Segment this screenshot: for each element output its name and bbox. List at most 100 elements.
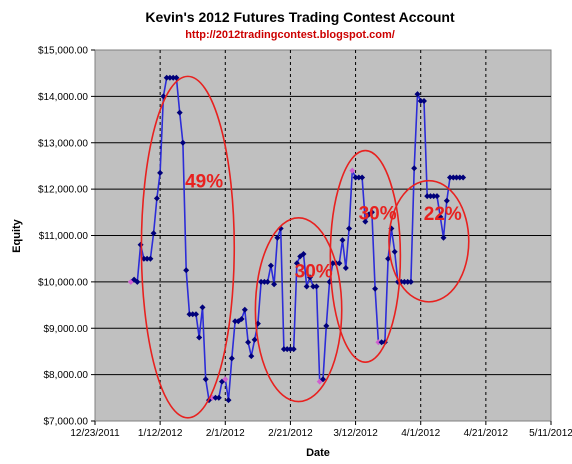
- chart-title: Kevin's 2012 Futures Trading Contest Acc…: [145, 9, 455, 25]
- data-point: [355, 174, 362, 181]
- data-point: [456, 174, 463, 181]
- y-axis-label: Equity: [11, 218, 23, 252]
- data-point: [284, 346, 291, 353]
- data-point: [411, 165, 418, 172]
- data-point: [225, 397, 232, 404]
- data-point: [368, 209, 375, 216]
- data-point: [440, 234, 447, 241]
- data-point: [460, 174, 467, 181]
- data-point: [189, 311, 196, 318]
- data-point: [414, 91, 421, 98]
- data-point: [186, 311, 193, 318]
- grid-lines: [95, 50, 551, 421]
- y-axis-ticks: $7,000.00 $8,000.00 $9,000.00 $10,000.00 $11…: [38, 46, 95, 428]
- highlight-point: [349, 167, 356, 174]
- data-point: [238, 316, 245, 322]
- x-tick-label: 5/11/2012: [529, 428, 572, 439]
- x-tick-label: 2/1/2012: [206, 428, 245, 439]
- data-point: [202, 376, 209, 383]
- data-point: [140, 255, 147, 262]
- data-point: [346, 225, 353, 232]
- x-tick-label: 1/12/2012: [138, 428, 183, 439]
- data-point: [212, 394, 219, 401]
- data-point: [434, 193, 440, 200]
- y-tick-label: $14,000.00: [38, 92, 88, 103]
- data-point: [176, 109, 183, 116]
- chart-subtitle: http://2012tradingcontest.blogspot.com/: [185, 29, 395, 41]
- x-tick-label: 3/12/2012: [333, 428, 378, 439]
- data-point: [329, 260, 336, 267]
- data-point: [170, 74, 177, 81]
- data-point: [453, 174, 460, 181]
- data-point: [342, 265, 349, 271]
- annotation-ellipse: [140, 75, 236, 419]
- data-point: [391, 248, 398, 255]
- y-tick-label: $8,000.00: [44, 370, 89, 381]
- data-point: [303, 283, 310, 290]
- annotation-label: 22%: [424, 204, 462, 225]
- data-point: [404, 278, 411, 285]
- data-point: [424, 193, 431, 200]
- data-point: [274, 234, 281, 241]
- data-point: [144, 255, 151, 262]
- data-point: [248, 353, 255, 360]
- data-point: [417, 98, 424, 104]
- data-point: [407, 278, 414, 285]
- data-point: [241, 306, 248, 313]
- data-point: [443, 197, 450, 204]
- annotations: 49% 30% 30% 22%: [140, 75, 470, 419]
- x-tick-label: 12/23/2011: [70, 428, 120, 439]
- highlight-point: [222, 376, 229, 383]
- data-point: [258, 278, 265, 285]
- equity-series: [127, 74, 467, 404]
- data-point: [261, 278, 268, 285]
- data-point: [339, 237, 346, 244]
- annotation-ellipse: [254, 217, 343, 403]
- data-point: [450, 174, 457, 181]
- y-tick-label: $7,000.00: [44, 417, 89, 428]
- y-tick-label: $15,000.00: [38, 46, 88, 57]
- y-tick-label: $9,000.00: [44, 324, 89, 335]
- data-point: [320, 376, 326, 383]
- x-axis-label: Date: [306, 447, 330, 459]
- x-axis-ticks: 12/23/2011 1/12/2012 2/1/2012 2/21/2012 3/12…: [70, 421, 572, 439]
- data-point: [264, 278, 271, 285]
- data-point: [166, 74, 173, 81]
- data-point: [437, 213, 444, 220]
- data-point: [150, 230, 157, 237]
- data-point: [193, 311, 199, 318]
- highlight-point: [375, 339, 382, 346]
- data-point: [378, 339, 385, 346]
- data-point: [362, 218, 369, 225]
- data-point: [232, 318, 239, 325]
- annotation-label: 49%: [185, 171, 223, 192]
- y-tick-label: $12,000.00: [38, 185, 88, 196]
- data-point: [196, 334, 203, 341]
- x-tick-label: 4/21/2012: [464, 428, 509, 439]
- data-point: [287, 346, 294, 353]
- data-point: [293, 260, 300, 267]
- data-point: [157, 169, 164, 176]
- data-point: [179, 139, 186, 146]
- data-point: [352, 174, 359, 181]
- annotation-ellipse: [388, 179, 470, 303]
- annotation-label: 30%: [359, 203, 397, 224]
- data-point: [372, 285, 379, 292]
- data-point: [323, 322, 330, 329]
- data-point: [310, 283, 317, 290]
- data-point: [153, 195, 160, 202]
- data-point: [228, 355, 235, 362]
- data-point: [267, 262, 274, 269]
- data-point: [313, 283, 320, 290]
- x-tick-label: 4/1/2012: [401, 428, 440, 439]
- data-point: [359, 174, 366, 181]
- data-point: [427, 193, 434, 200]
- y-tick-label: $13,000.00: [38, 138, 88, 149]
- data-point: [147, 255, 154, 262]
- data-point: [307, 274, 313, 281]
- y-tick-label: $10,000.00: [38, 277, 88, 288]
- x-tick-label: 2/21/2012: [268, 428, 313, 439]
- data-point: [336, 260, 343, 267]
- data-point: [430, 193, 437, 200]
